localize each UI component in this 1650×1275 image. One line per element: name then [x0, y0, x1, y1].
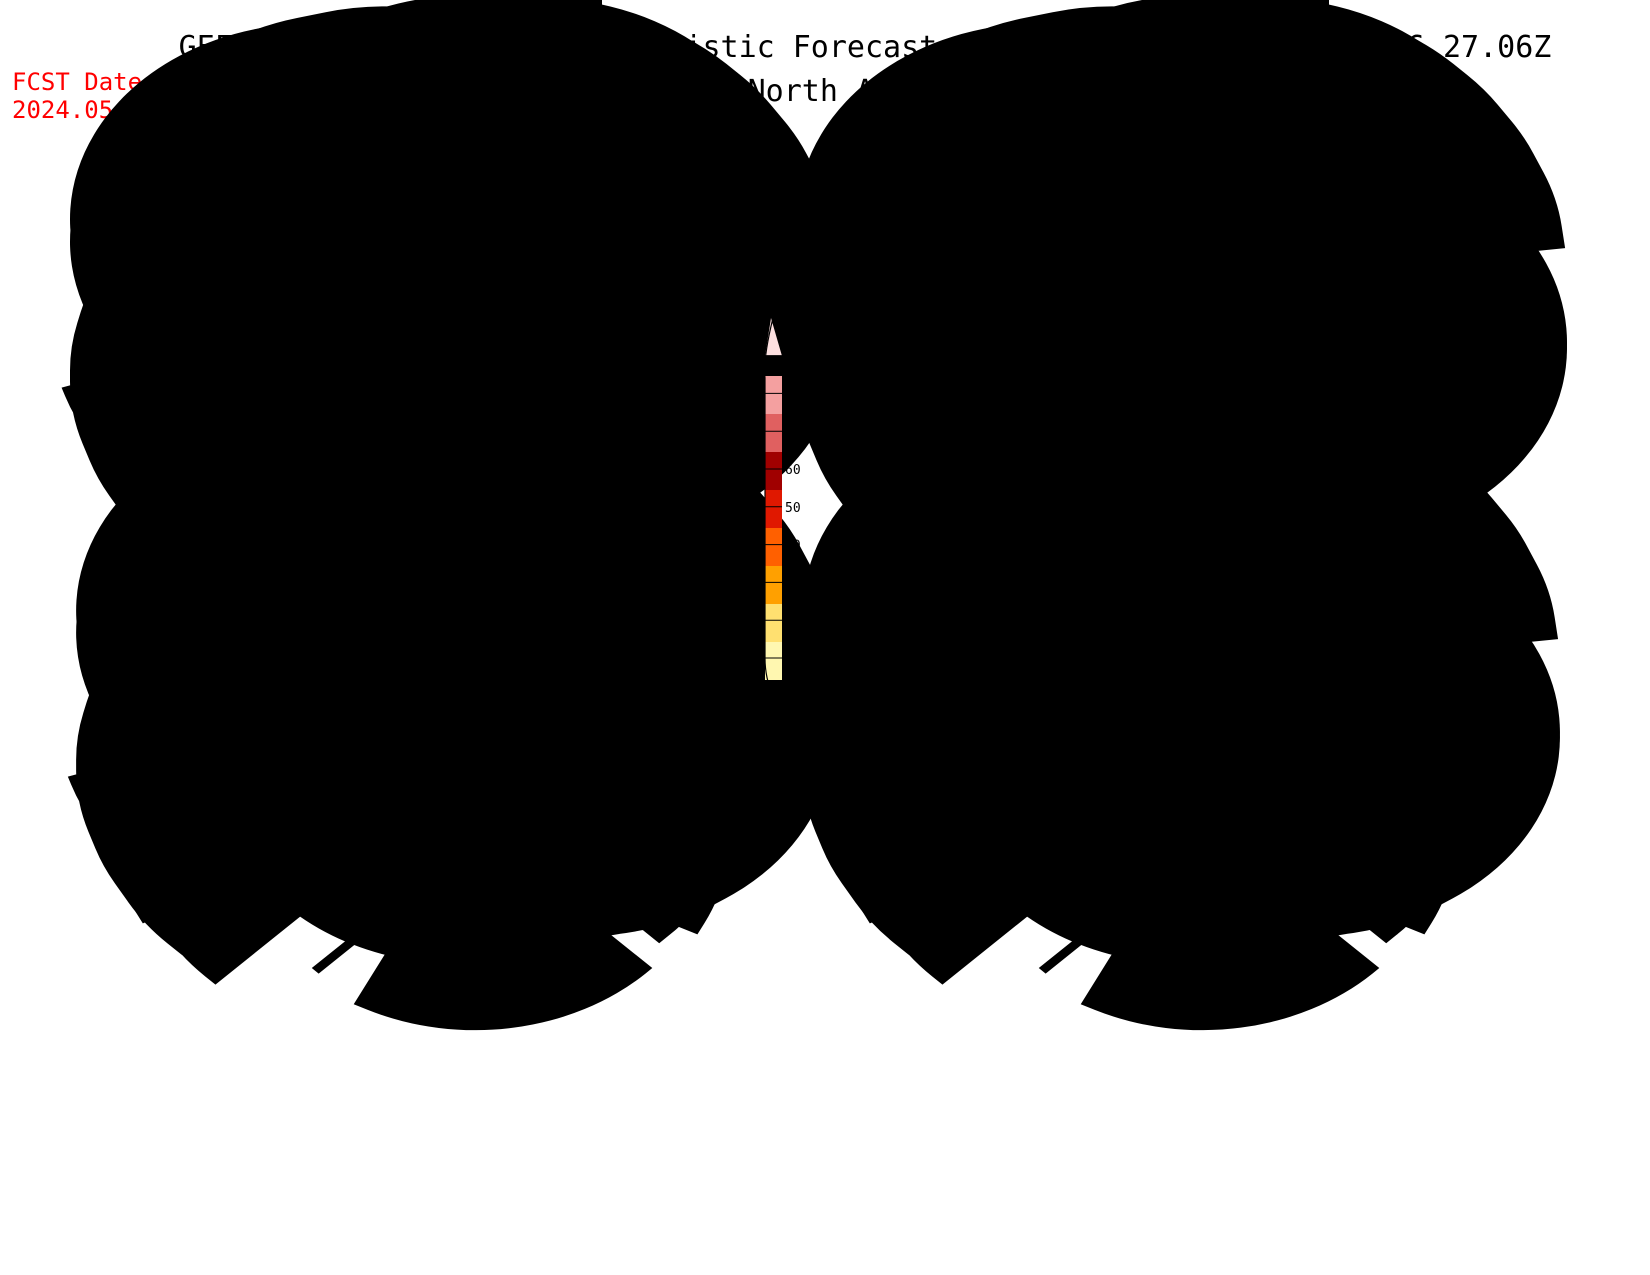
colorbar-segment [765, 604, 782, 642]
figure-canvas: Storm Intensity (< 990 hPa)30N40N50N60N7… [0, 0, 1650, 1275]
colorbar-label: 30 [785, 576, 801, 591]
lon-tick-label: 140W [963, 855, 1002, 874]
lat-tick-label: 40N [942, 381, 971, 400]
lat-tick-label: 60N [945, 678, 974, 697]
lon-tick-label: 60W [1273, 855, 1302, 874]
lon-tick-label: 60W [546, 855, 575, 874]
lat-tick-label: 70N [945, 632, 974, 651]
lat-tick-label: 80N [942, 194, 971, 213]
lat-tick-label: 80N [218, 586, 247, 605]
colorbar-label: 40 [785, 539, 801, 554]
colorbar-segment [765, 414, 782, 452]
lat-tick-label: 40N [218, 770, 247, 789]
map-panel-3: Storm Intensity (< 980 hPa)30N40N50N60N7… [218, 536, 614, 874]
colorbar-segment [765, 452, 782, 490]
lat-tick-label: 70N [215, 241, 244, 260]
colorbar-segment [765, 642, 782, 680]
colorbar-segment [765, 528, 782, 566]
colorbar-segment [765, 376, 782, 414]
colorbar-label: 80 [785, 387, 801, 402]
lat-tick-label: 30N [218, 816, 247, 835]
map-panel-4: Storm Intensity (< 960 hPa)30N40N50N60N7… [945, 536, 1341, 874]
lat-tick-label: 80N [215, 194, 244, 213]
colorbar-segment [765, 566, 782, 604]
lon-tick-label: 100W [389, 855, 428, 874]
lat-tick-label: 50N [215, 334, 244, 353]
lon-tick-label: 120W [1039, 855, 1078, 874]
lon-tick-label: 80W [470, 855, 499, 874]
lat-tick-label: 60N [942, 288, 971, 307]
colorbar-label: 50 [785, 501, 801, 516]
lon-tick-label: 80W [1197, 855, 1226, 874]
lat-tick-label: 80N [945, 586, 974, 605]
lon-tick-label: 100W [1116, 855, 1155, 874]
lat-tick-label: 60N [215, 288, 244, 307]
colorbar-label: 10 [785, 652, 801, 667]
lat-tick-label: 70N [218, 632, 247, 651]
coastline [255, 575, 599, 848]
lat-tick-label: 50N [218, 724, 247, 743]
colorbar-label: 60 [785, 463, 801, 478]
lat-tick-label: 50N [945, 724, 974, 743]
colorbar-label: 70 [785, 425, 801, 440]
lat-tick-label: 30N [945, 816, 974, 835]
lat-tick-label: 70N [942, 241, 971, 260]
lat-tick-label: 60N [218, 678, 247, 697]
lat-tick-label: 40N [945, 770, 974, 789]
lon-tick-label: 140W [236, 855, 275, 874]
colorbar-label: 20 [785, 614, 801, 629]
colorbar-segment [765, 490, 782, 528]
lon-tick-label: 120W [312, 855, 351, 874]
lat-tick-label: 50N [942, 334, 971, 353]
lat-tick-label: 40N [215, 381, 244, 400]
coastline [982, 575, 1326, 848]
colorbar-label: 90 [785, 350, 801, 365]
